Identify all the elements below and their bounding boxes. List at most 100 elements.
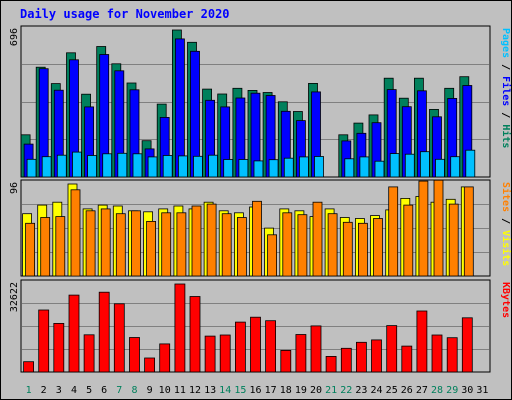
x-tick-label-day-7: 7	[116, 385, 122, 396]
bar-pages-day-25	[389, 153, 400, 178]
bar-sites-day-5	[85, 210, 96, 277]
bar-sites-day-19	[297, 214, 308, 277]
bar-pages-day-1	[26, 158, 37, 178]
bar-sites-day-1	[25, 222, 36, 277]
x-tick-label-day-2: 2	[41, 385, 47, 396]
bar-sites-day-18	[282, 212, 293, 277]
bar-sites-day-2	[40, 217, 51, 277]
bar-pages-day-17	[268, 159, 279, 178]
bar-pages-day-29	[450, 156, 461, 178]
bar-kbytes-day-25	[386, 325, 398, 373]
x-tick-label-day-29: 29	[446, 385, 458, 396]
x-tick-label-day-22: 22	[340, 385, 352, 396]
x-tick-label-day-30: 30	[461, 385, 473, 396]
bar-kbytes-day-14	[219, 334, 231, 373]
bar-pages-day-28	[435, 158, 445, 178]
bar-kbytes-day-4	[68, 294, 80, 373]
x-tick-label-day-21: 21	[325, 385, 337, 396]
bar-sites-day-29	[448, 203, 459, 277]
bar-kbytes-day-7	[113, 303, 125, 373]
x-tick-label-day-16: 16	[249, 385, 261, 396]
bar-sites-day-8	[131, 210, 141, 277]
bar-kbytes-day-16	[250, 316, 261, 373]
x-tick-label-day-31: 31	[476, 385, 488, 396]
x-tick-label-day-13: 13	[204, 385, 216, 396]
bar-sites-day-20	[312, 201, 323, 277]
x-tick-label-day-14: 14	[219, 385, 231, 396]
bar-sites-day-3	[55, 216, 66, 277]
bar-pages-day-24	[374, 160, 385, 178]
bar-pages-day-16	[253, 160, 264, 178]
bar-sites-day-10	[161, 212, 172, 277]
x-tick-label-day-1: 1	[26, 385, 32, 396]
bar-sites-day-11	[176, 212, 187, 277]
panel-visits-sites-right-label: Sites / Visits	[500, 182, 512, 266]
bar-sites-day-7	[115, 213, 126, 277]
bar-pages-day-19	[298, 156, 309, 178]
panel-hits-files-pages-legend-hits: Hits	[500, 124, 512, 148]
panel-hits-files-pages-legend-files: Files	[500, 76, 512, 106]
x-tick-label-day-23: 23	[355, 385, 367, 396]
x-tick-label-day-17: 17	[265, 385, 277, 396]
panel-hits-files-pages-legend-pages: Pages	[500, 28, 511, 58]
x-tick-label-day-25: 25	[386, 385, 398, 396]
panel-visits-sites-ymax-label: 96	[9, 182, 20, 194]
bar-kbytes-day-27	[416, 310, 428, 373]
bar-pages-day-10	[162, 155, 173, 178]
bar-sites-day-9	[146, 220, 157, 277]
bar-pages-day-20	[314, 156, 324, 178]
panel-visits-sites-legend-visits: Visits	[500, 230, 512, 266]
bar-sites-day-13	[206, 203, 217, 277]
bar-pages-day-12	[193, 155, 203, 178]
x-tick-label-day-19: 19	[295, 385, 307, 396]
bar-kbytes-day-2	[38, 309, 50, 373]
bar-sites-day-22	[342, 221, 353, 277]
bar-pages-day-30	[465, 149, 476, 178]
bar-kbytes-day-6	[98, 291, 110, 373]
x-tick-label-day-9: 9	[147, 385, 153, 396]
bar-sites-day-12	[191, 205, 202, 277]
bar-kbytes-day-12	[189, 296, 201, 373]
bar-pages-day-3	[56, 154, 67, 178]
bar-pages-day-5	[87, 155, 97, 178]
bar-kbytes-day-8	[129, 337, 140, 373]
x-tick-label-day-6: 6	[101, 385, 107, 396]
bar-pages-day-14	[223, 159, 234, 178]
x-tick-label-day-28: 28	[431, 385, 443, 396]
bar-sites-day-25	[388, 186, 399, 277]
panel-hits-files-pages-legend-sep: /	[500, 106, 511, 124]
bar-kbytes-day-26	[401, 345, 413, 373]
panel-hits-files-pages-right-label: Pages / Files / Hits	[500, 28, 512, 148]
bar-sites-day-17	[267, 234, 278, 277]
bar-sites-day-14	[221, 213, 232, 277]
x-tick-label-day-12: 12	[189, 385, 201, 396]
x-tick-label-day-5: 5	[86, 385, 92, 396]
x-tick-label-day-8: 8	[131, 385, 137, 396]
bar-sites-day-21	[327, 213, 338, 277]
bar-kbytes-day-23	[355, 341, 367, 373]
bar-sites-day-24	[373, 218, 383, 277]
panel-kbytes-ymax-label: 32622	[9, 282, 20, 312]
bar-sites-day-27	[418, 180, 429, 277]
bar-pages-day-22	[344, 158, 355, 178]
bar-pages-day-6	[102, 153, 113, 178]
bar-sites-day-30	[463, 186, 474, 277]
bar-kbytes-day-5	[83, 334, 95, 373]
bar-pages-day-23	[359, 156, 370, 178]
bar-kbytes-day-19	[295, 334, 307, 373]
x-tick-label-day-3: 3	[56, 385, 62, 396]
panel-hits-files-pages-legend-sep: /	[500, 58, 511, 76]
bar-pages-day-26	[404, 153, 415, 178]
x-tick-label-day-26: 26	[401, 385, 413, 396]
panel-visits-sites-legend-sites: Sites	[500, 182, 512, 212]
bar-sites-day-28	[433, 179, 444, 277]
x-tick-label-day-18: 18	[280, 385, 292, 396]
bar-sites-day-23	[357, 222, 368, 277]
x-tick-label-day-27: 27	[416, 385, 428, 396]
bar-kbytes-day-11	[174, 283, 186, 373]
bar-kbytes-day-9	[144, 357, 156, 373]
bar-kbytes-day-21	[325, 355, 337, 373]
bar-pages-day-4	[72, 151, 82, 178]
bar-pages-day-13	[208, 154, 219, 178]
